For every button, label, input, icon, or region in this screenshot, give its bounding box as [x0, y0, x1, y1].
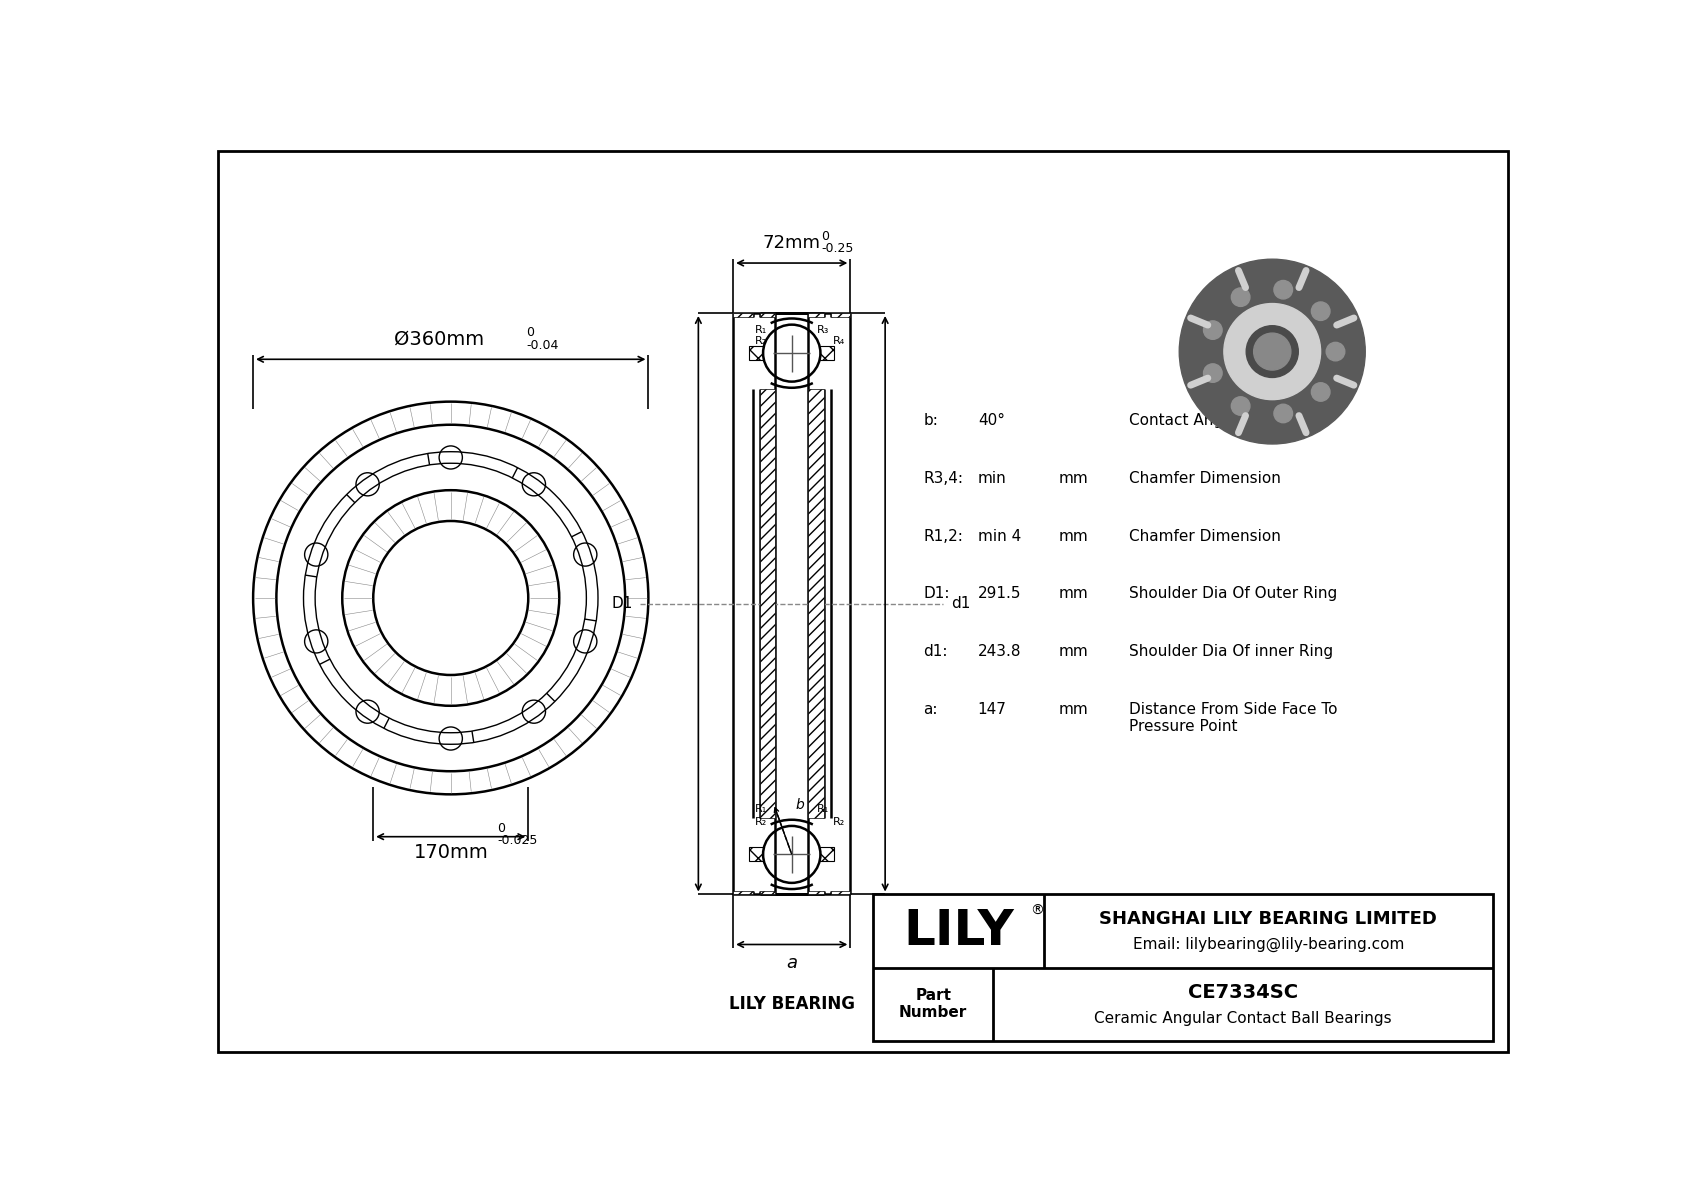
Text: 72mm: 72mm [763, 235, 820, 252]
Bar [749, 848, 763, 861]
Text: -0.04: -0.04 [525, 338, 559, 351]
Text: Part
Number: Part Number [899, 989, 967, 1021]
Text: 243.8: 243.8 [978, 644, 1021, 659]
Text: 0: 0 [525, 326, 534, 339]
Text: Ø360mm: Ø360mm [394, 330, 485, 349]
Text: a: a [786, 954, 797, 972]
Text: -0.25: -0.25 [822, 242, 854, 255]
Bar [820, 848, 834, 861]
Text: R₄: R₄ [832, 336, 845, 347]
Text: CE7334SC: CE7334SC [1189, 983, 1298, 1002]
Text: mm: mm [1059, 644, 1090, 659]
Text: min 4: min 4 [978, 529, 1021, 543]
Circle shape [1312, 303, 1330, 320]
Text: 40°: 40° [978, 413, 1005, 429]
Circle shape [1231, 288, 1250, 306]
Text: SHANGHAI LILY BEARING LIMITED: SHANGHAI LILY BEARING LIMITED [1100, 910, 1438, 929]
Text: R₁: R₁ [754, 325, 768, 335]
Text: Shoulder Dia Of Outer Ring: Shoulder Dia Of Outer Ring [1128, 586, 1337, 601]
Text: mm: mm [1059, 586, 1090, 601]
Bar [872, 894, 1494, 1041]
Circle shape [1273, 280, 1293, 299]
Text: 291.5: 291.5 [978, 586, 1021, 601]
Text: R₂: R₂ [754, 817, 768, 828]
Bar [808, 891, 823, 894]
Text: d1:: d1: [923, 644, 948, 659]
Text: mm: mm [1059, 470, 1090, 486]
Text: Email: lilybearing@lily-bearing.com: Email: lilybearing@lily-bearing.com [1133, 937, 1404, 953]
Bar [733, 891, 753, 894]
Text: Distance From Side Face To
Pressure Point: Distance From Side Face To Pressure Poin… [1128, 701, 1337, 735]
Bar [759, 891, 775, 894]
Text: Ceramic Angular Contact Ball Bearings: Ceramic Angular Contact Ball Bearings [1095, 1010, 1393, 1025]
Circle shape [1204, 363, 1223, 382]
Text: mm: mm [1059, 529, 1090, 543]
Text: D1:: D1: [923, 586, 950, 601]
Bar [808, 313, 823, 317]
Text: R3,4:: R3,4: [923, 470, 963, 486]
Bar [749, 347, 763, 360]
Text: R₂: R₂ [754, 336, 768, 347]
Text: mm: mm [1059, 701, 1090, 717]
Text: 170mm: 170mm [413, 843, 488, 862]
Bar [820, 347, 834, 360]
Text: Shoulder Dia Of inner Ring: Shoulder Dia Of inner Ring [1128, 644, 1334, 659]
Circle shape [1312, 382, 1330, 401]
Circle shape [1204, 320, 1223, 339]
Text: d1: d1 [951, 597, 970, 611]
Text: -0.025: -0.025 [497, 835, 537, 848]
Text: R₃: R₃ [817, 325, 829, 335]
Text: b:: b: [923, 413, 938, 429]
Text: b: b [795, 798, 805, 812]
Bar [830, 891, 850, 894]
Text: 0: 0 [822, 230, 829, 243]
Bar [759, 313, 775, 317]
Text: R1,2:: R1,2: [923, 529, 963, 543]
Circle shape [1231, 397, 1250, 416]
Circle shape [1179, 260, 1366, 444]
Text: Chamfer Dimension: Chamfer Dimension [1128, 529, 1282, 543]
Text: R₂: R₂ [832, 817, 845, 828]
Text: Chamfer Dimension: Chamfer Dimension [1128, 470, 1282, 486]
Text: LILY: LILY [903, 908, 1014, 955]
Circle shape [1253, 333, 1292, 370]
Circle shape [1224, 304, 1320, 400]
Bar [759, 389, 775, 818]
Circle shape [1327, 342, 1346, 361]
Text: R₁: R₁ [754, 804, 768, 815]
Circle shape [1246, 325, 1298, 378]
Bar [733, 313, 753, 317]
Bar [830, 313, 850, 317]
Text: D1: D1 [611, 597, 633, 611]
Bar [808, 389, 823, 818]
Text: ®: ® [1029, 904, 1044, 918]
Text: Contact Angle: Contact Angle [1128, 413, 1236, 429]
Circle shape [1273, 404, 1293, 423]
Text: 147: 147 [978, 701, 1007, 717]
Text: min: min [978, 470, 1007, 486]
Text: R₁: R₁ [817, 804, 829, 815]
Text: LILY BEARING: LILY BEARING [729, 994, 855, 1012]
Text: a:: a: [923, 701, 938, 717]
Text: 0: 0 [497, 822, 505, 835]
